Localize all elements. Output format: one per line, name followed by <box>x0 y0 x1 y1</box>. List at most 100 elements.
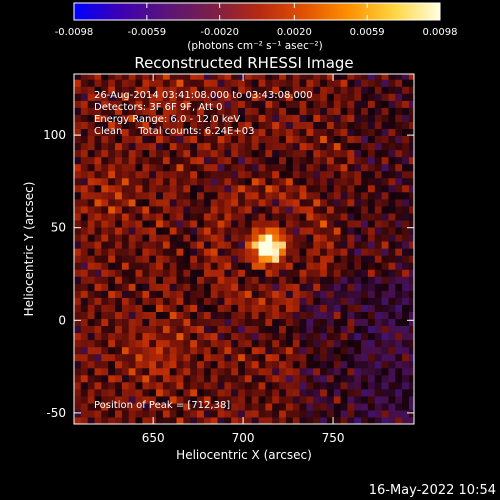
heatmap-pixel <box>87 170 96 179</box>
heatmap-pixel <box>292 269 301 277</box>
heatmap-pixel <box>354 198 362 207</box>
heatmap-pixel <box>203 417 212 424</box>
heatmap-pixel <box>231 205 239 214</box>
heatmap-pixel <box>258 227 266 235</box>
heatmap-pixel <box>244 142 253 151</box>
heatmap-pixel <box>409 128 414 136</box>
heatmap-pixel <box>340 234 348 242</box>
heatmap-pixel <box>244 417 253 424</box>
heatmap-pixel <box>388 114 396 122</box>
heatmap-pixel <box>149 219 157 228</box>
y-tick-label: 50 <box>51 221 66 235</box>
heatmap-pixel <box>115 262 123 270</box>
heatmap-pixel <box>265 191 273 200</box>
heatmap-pixel <box>333 121 342 129</box>
heatmap-pixel <box>313 205 321 214</box>
heatmap-pixel <box>395 311 403 319</box>
heatmap-pixel <box>162 409 171 418</box>
heatmap-pixel <box>231 156 239 165</box>
heatmap-pixel <box>347 227 355 235</box>
heatmap-pixel <box>279 212 287 221</box>
heatmap-pixel <box>231 163 239 172</box>
heatmap-pixel <box>101 149 109 158</box>
heatmap-pixel <box>74 241 82 249</box>
heatmap-pixel <box>333 212 342 221</box>
heatmap-pixel <box>231 353 239 362</box>
heatmap-pixel <box>395 241 403 249</box>
heatmap-pixel <box>395 367 403 376</box>
heatmap-pixel <box>279 100 287 108</box>
heatmap-pixel <box>149 142 157 151</box>
heatmap-pixel <box>265 128 273 136</box>
heatmap-pixel <box>313 241 321 249</box>
heatmap-pixel <box>265 227 273 235</box>
heatmap-pixel <box>320 184 328 193</box>
heatmap-pixel <box>149 212 157 221</box>
heatmap-pixel <box>101 79 109 87</box>
heatmap-pixel <box>285 318 294 326</box>
heatmap-pixel <box>183 381 191 390</box>
heatmap-pixel <box>217 121 225 129</box>
heatmap-pixel <box>395 297 403 305</box>
heatmap-pixel <box>347 212 355 221</box>
heatmap-pixel <box>292 142 301 151</box>
heatmap-pixel <box>108 388 116 397</box>
heatmap-pixel <box>340 184 348 193</box>
heatmap-pixel <box>347 367 355 376</box>
heatmap-pixel <box>402 325 410 334</box>
heatmap-pixel <box>197 262 205 270</box>
heatmap-pixel <box>217 339 225 348</box>
heatmap-pixel <box>80 184 89 193</box>
heatmap-pixel <box>395 339 403 348</box>
heatmap-pixel <box>142 304 150 312</box>
heatmap-pixel <box>258 149 266 158</box>
heatmap-pixel <box>285 388 294 397</box>
heatmap-pixel <box>156 262 164 270</box>
heatmap-pixel <box>279 339 287 348</box>
heatmap-pixel <box>162 374 171 383</box>
heatmap-pixel <box>367 332 376 341</box>
heatmap-pixel <box>374 205 383 214</box>
heatmap-pixel <box>183 374 191 383</box>
heatmap-pixel <box>190 311 198 319</box>
heatmap-pixel <box>333 156 342 165</box>
heatmap-pixel <box>217 332 225 341</box>
heatmap-pixel <box>183 276 191 284</box>
heatmap-pixel <box>299 360 307 369</box>
heatmap-pixel <box>74 395 82 404</box>
heatmap-pixel <box>381 121 389 129</box>
heatmap-pixel <box>121 325 130 334</box>
heatmap-pixel <box>326 388 335 397</box>
heatmap-pixel <box>128 163 137 172</box>
heatmap-pixel <box>333 79 342 87</box>
heatmap-pixel <box>169 304 178 312</box>
heatmap-pixel <box>135 212 143 221</box>
heatmap-pixel <box>128 107 137 115</box>
heatmap-pixel <box>203 191 212 200</box>
heatmap-pixel <box>292 346 301 355</box>
heatmap-pixel <box>258 107 266 115</box>
heatmap-pixel <box>265 163 273 172</box>
heatmap-pixel <box>87 227 96 235</box>
heatmap-pixel <box>121 346 130 355</box>
heatmap-pixel <box>210 184 219 193</box>
heatmap-pixel <box>238 346 246 355</box>
heatmap-pixel <box>183 170 191 179</box>
heatmap-pixel <box>149 311 157 319</box>
heatmap-pixel <box>87 114 96 122</box>
heatmap-pixel <box>326 93 335 101</box>
heatmap-pixel <box>374 332 383 341</box>
heatmap-pixel <box>210 283 219 291</box>
heatmap-pixel <box>224 374 232 383</box>
heatmap-pixel <box>108 212 116 221</box>
heatmap-pixel <box>265 374 273 383</box>
heatmap-pixel <box>320 262 328 270</box>
heatmap-pixel <box>265 93 273 101</box>
heatmap-pixel <box>272 360 280 369</box>
heatmap-pixel <box>279 402 287 411</box>
heatmap-pixel <box>74 409 82 418</box>
heatmap-pixel <box>128 191 137 200</box>
heatmap-pixel <box>203 198 212 207</box>
heatmap-pixel <box>101 212 109 221</box>
